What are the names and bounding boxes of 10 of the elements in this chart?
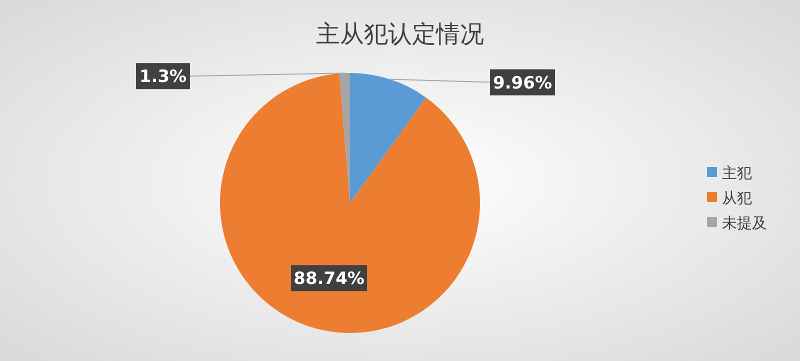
legend-label: 未提及 [722, 214, 767, 232]
data-label: 88.74% [294, 269, 364, 290]
data-label: 1.3% [139, 67, 187, 88]
data-label: 9.96% [493, 73, 552, 94]
pie-slice [220, 73, 480, 333]
pie-slice [350, 73, 426, 203]
legend-label: 从犯 [722, 189, 752, 207]
pie-slice [339, 73, 350, 203]
chart-title: 主从犯认定情况 [316, 20, 484, 48]
legend-label: 主犯 [722, 164, 752, 182]
